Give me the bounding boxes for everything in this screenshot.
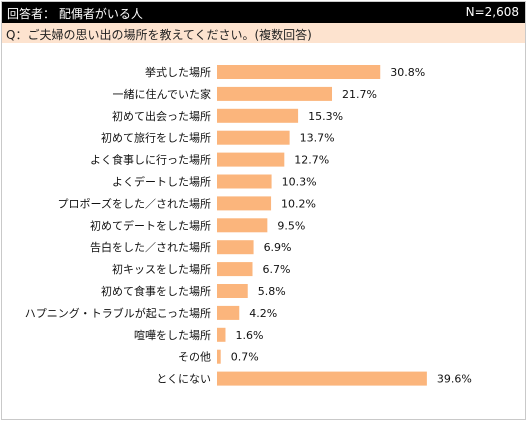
value-label: 0.7% xyxy=(231,351,259,364)
bar xyxy=(217,349,221,364)
respondent-header: 回答者： 配偶者がいる人 N=2,608 xyxy=(2,2,525,23)
question-banner: Q：ご夫婦の思い出の場所を教えてください。(複数回答) xyxy=(2,23,525,43)
question-text: Q：ご夫婦の思い出の場所を教えてください。(複数回答) xyxy=(6,28,312,42)
value-label: 12.7% xyxy=(294,154,329,167)
value-label: 15.3% xyxy=(308,110,343,123)
value-label: 10.3% xyxy=(282,176,317,189)
value-label: 39.6% xyxy=(437,373,472,386)
value-label: 5.8% xyxy=(258,285,286,298)
value-label: 9.5% xyxy=(277,219,305,232)
category-label: 挙式した場所 xyxy=(145,66,211,79)
bar xyxy=(217,240,254,255)
bar xyxy=(217,262,253,277)
bar xyxy=(217,152,285,167)
category-label: よく食事しに行った場所 xyxy=(90,153,211,167)
category-label: 初キッスをした場所 xyxy=(112,262,211,276)
category-label: とくにない xyxy=(156,373,211,386)
category-label: 初めて食事をした場所 xyxy=(101,284,211,298)
bar xyxy=(217,196,272,211)
value-label: 6.7% xyxy=(263,263,291,276)
bar xyxy=(217,305,240,320)
category-label: よくデートした場所 xyxy=(112,175,211,189)
value-label: 6.9% xyxy=(264,241,292,254)
value-label: 21.7% xyxy=(342,88,377,101)
bar xyxy=(217,174,272,189)
category-label: 一緒に住んでいた家 xyxy=(113,87,211,101)
category-label: 初めて出会った場所 xyxy=(112,109,211,123)
bar xyxy=(217,65,381,79)
category-label: ハプニング・トラブルが起こった場所 xyxy=(25,306,211,320)
sample-size-label: N=2,608 xyxy=(465,5,519,19)
bar xyxy=(217,327,226,342)
value-label: 10.2% xyxy=(281,197,316,210)
value-label: 13.7% xyxy=(300,132,335,145)
bar xyxy=(217,130,290,145)
category-label: その他 xyxy=(178,351,211,364)
bar xyxy=(217,86,333,101)
category-label: 喧嘩をした場所 xyxy=(134,328,211,342)
bar xyxy=(217,371,427,386)
bar xyxy=(217,284,248,298)
category-label: 初めて旅行をした場所 xyxy=(101,131,211,145)
bar xyxy=(217,108,299,123)
value-label: 1.6% xyxy=(235,329,263,342)
value-label: 4.2% xyxy=(249,307,277,320)
category-label: 初めてデートをした場所 xyxy=(90,218,211,232)
bar xyxy=(217,218,268,233)
value-label: 30.8% xyxy=(390,66,425,79)
respondent-label: 回答者： 配偶者がいる人 xyxy=(7,7,143,21)
category-label: プロポーズをした／された場所 xyxy=(58,196,211,210)
category-label: 告白をした／された場所 xyxy=(90,240,211,254)
